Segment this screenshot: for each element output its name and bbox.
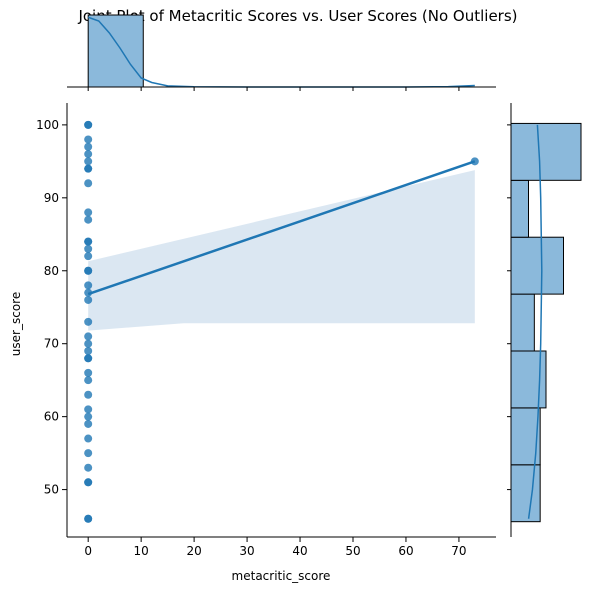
regression-confidence-band	[88, 170, 475, 331]
scatter-point	[84, 150, 93, 159]
right-histogram-bar	[510, 179, 529, 238]
scatter-point	[84, 405, 93, 414]
scatter-point	[84, 368, 93, 377]
x-tick-label: 60	[398, 544, 413, 558]
y-tick-label: 70	[44, 337, 59, 351]
scatter-point	[84, 339, 93, 348]
x-tick-label: 50	[345, 544, 360, 558]
x-tick-label: 0	[84, 544, 92, 558]
chart-title: Joint Plot of Metacritic Scores vs. User…	[77, 7, 517, 25]
scatter-point	[84, 135, 93, 144]
right-marginal-histogram	[507, 103, 582, 537]
x-axis-label: metacritic_score	[232, 569, 331, 583]
right-histogram-bar	[510, 122, 582, 181]
scatter-point	[84, 347, 93, 355]
scatter-point	[84, 215, 93, 224]
scatter-point	[84, 514, 93, 523]
scatter-point	[84, 244, 93, 253]
top-kde-curve	[87, 16, 475, 88]
scatter-point	[84, 252, 93, 261]
scatter-point	[84, 142, 93, 151]
scatter-point	[84, 463, 93, 472]
y-tick-label: 50	[44, 483, 59, 497]
x-tick-label: 70	[451, 544, 466, 558]
right-histogram-bar	[510, 236, 564, 295]
y-tick-label: 100	[36, 118, 59, 132]
y-axis-label: user_score	[9, 292, 23, 356]
scatter-point	[84, 157, 93, 166]
scatter-point	[84, 434, 93, 443]
top-marginal-histogram	[67, 14, 496, 91]
scatter-point	[84, 419, 93, 428]
scatter-point	[84, 179, 93, 188]
scatter-point	[84, 412, 93, 421]
top-histogram-bar	[87, 14, 144, 88]
y-tick-label: 90	[44, 191, 59, 205]
y-tick-label: 60	[44, 410, 59, 424]
y-tick-label: 80	[44, 264, 59, 278]
x-tick-label: 40	[292, 544, 307, 558]
main-scatter-plot: 0 10 20 30 40 50 60 70 50 60 70 80 90 100	[36, 103, 496, 558]
scatter-point	[84, 164, 93, 173]
scatter-point	[84, 332, 93, 341]
x-tick-label: 30	[239, 544, 254, 558]
scatter-point	[84, 449, 93, 458]
right-histogram-bar	[510, 464, 541, 523]
scatter-point	[84, 237, 93, 246]
x-tick-label: 10	[134, 544, 149, 558]
scatter-point	[84, 266, 93, 275]
scatter-point	[84, 208, 93, 217]
scatter-point	[84, 295, 93, 304]
scatter-point	[84, 120, 93, 129]
scatter-point	[84, 354, 93, 363]
scatter-point	[84, 478, 93, 487]
regression-line	[87, 160, 476, 296]
scatter-point	[84, 376, 93, 385]
right-kde-curve	[527, 124, 543, 519]
scatter-point	[84, 281, 93, 290]
x-tick-label: 20	[186, 544, 201, 558]
scatter-point	[84, 390, 93, 399]
right-histogram-bar	[510, 293, 535, 352]
scatter-point	[84, 317, 93, 326]
